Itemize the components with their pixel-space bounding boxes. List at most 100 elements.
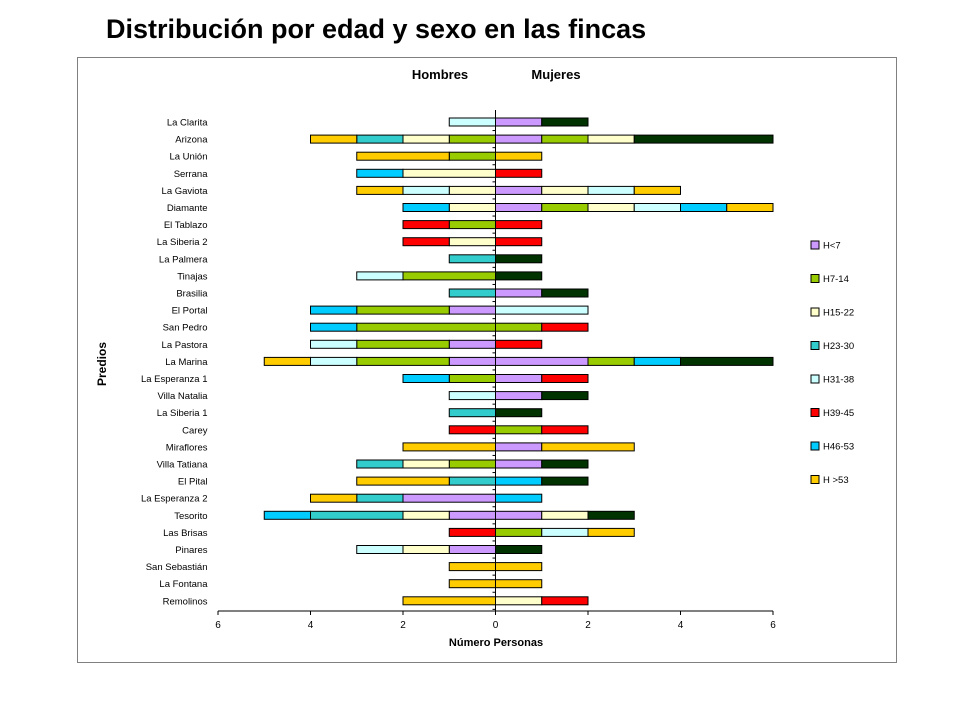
- bar-women: [633, 203, 681, 212]
- bar-women: [633, 185, 681, 195]
- bar-men: [448, 117, 496, 127]
- bar-men: [356, 493, 404, 503]
- bar-women: [541, 134, 589, 144]
- bar-women: [495, 151, 543, 161]
- bar-women: [541, 527, 589, 537]
- bar-men: [448, 305, 496, 315]
- bar-men: [448, 134, 496, 144]
- bar-men: [402, 374, 450, 383]
- group-label-men: Hombres: [412, 67, 468, 82]
- legend-swatch: [810, 441, 820, 451]
- bar-women: [541, 374, 589, 383]
- bar-women: [495, 339, 543, 349]
- x-tick-label: 6: [770, 620, 776, 631]
- legend-swatch: [810, 374, 820, 384]
- category-label: La Esperanza 1: [141, 374, 208, 385]
- category-label: Diamante: [167, 203, 208, 214]
- bar-women: [495, 134, 543, 144]
- bar-women: [495, 168, 543, 178]
- bar-men: [448, 254, 496, 264]
- bar-women: [541, 476, 589, 486]
- bar-men: [448, 510, 496, 520]
- bar-men: [356, 185, 404, 195]
- legend-label: H39-45: [823, 408, 854, 419]
- bar-men: [448, 545, 496, 554]
- x-tick-label: 0: [493, 620, 499, 631]
- bar-women: [495, 425, 543, 435]
- bar-men: [402, 545, 450, 554]
- bar-men: [448, 425, 496, 435]
- bar-women: [495, 374, 543, 383]
- bar-men: [402, 510, 450, 520]
- category-label: La Pastora: [162, 340, 209, 351]
- bar-men: [356, 356, 450, 366]
- legend-swatch: [810, 341, 820, 350]
- legend-label: H23-30: [823, 341, 854, 352]
- x-tick-label: 4: [678, 620, 684, 631]
- category-label: Las Brisas: [163, 528, 208, 539]
- category-label: Arizona: [175, 135, 208, 146]
- category-label: El Pital: [178, 477, 208, 488]
- bar-women: [495, 305, 589, 315]
- category-label: La Gaviota: [162, 186, 209, 197]
- bar-men: [310, 356, 358, 366]
- bar-men: [263, 510, 311, 520]
- bar-men: [310, 339, 358, 349]
- bar-men: [448, 408, 496, 418]
- bar-men: [448, 185, 496, 195]
- category-label: Villa Natalia: [158, 391, 209, 402]
- bar-men: [402, 271, 496, 281]
- bar-women: [495, 562, 543, 572]
- bar-men: [356, 545, 404, 554]
- bar-women: [495, 596, 543, 606]
- chart-frame: Hombres Mujeres La Clarita Arizona La Unió…: [77, 57, 897, 663]
- x-tick-label: 4: [308, 620, 314, 631]
- bar-women: [680, 203, 728, 212]
- bar-men: [448, 391, 496, 401]
- x-tick-label: 2: [585, 620, 591, 631]
- legend-label: H7-14: [823, 274, 849, 285]
- category-label: San Pedro: [163, 323, 208, 334]
- category-label: Serrana: [174, 169, 209, 180]
- bar-women: [541, 442, 635, 452]
- bar-men: [402, 596, 496, 606]
- bar-women: [541, 459, 589, 469]
- bar-men: [448, 220, 496, 230]
- bar-women: [495, 408, 543, 418]
- bar-men: [356, 459, 404, 469]
- x-axis-label: Número Personas: [449, 637, 543, 649]
- category-label: La Siberia 1: [157, 408, 208, 419]
- bar-women: [495, 117, 543, 127]
- bar-women: [495, 288, 543, 298]
- legend-label: H<7: [823, 241, 841, 252]
- legend-label: H >53: [823, 475, 849, 486]
- bar-women: [541, 391, 589, 401]
- bar-men: [448, 237, 496, 247]
- bar-men: [448, 374, 496, 383]
- bar-men: [402, 134, 450, 144]
- bar-men: [263, 356, 311, 366]
- bar-women: [495, 237, 543, 247]
- bar-men: [310, 305, 358, 315]
- bar-women: [633, 356, 681, 366]
- bar-men: [402, 442, 496, 452]
- bar-women: [495, 322, 543, 332]
- bar-women: [587, 203, 635, 212]
- category-label: Villa Tatiana: [157, 460, 209, 471]
- bar-men: [356, 322, 496, 332]
- group-label-women: Mujeres: [531, 67, 580, 82]
- bar-men: [402, 168, 496, 178]
- bar-men: [310, 510, 404, 520]
- bar-women: [495, 185, 543, 195]
- bar-men: [356, 271, 404, 281]
- page-title: Distribución por edad y sexo en las finc…: [106, 14, 647, 44]
- bar-women: [495, 579, 543, 589]
- bar-women: [541, 596, 589, 606]
- bar-men: [448, 476, 496, 486]
- category-label: La Clarita: [167, 118, 208, 129]
- bar-women: [495, 476, 543, 486]
- bar-men: [356, 305, 450, 315]
- bar-men: [448, 356, 496, 366]
- bar-men: [402, 203, 450, 212]
- category-label: Remolinos: [163, 596, 208, 607]
